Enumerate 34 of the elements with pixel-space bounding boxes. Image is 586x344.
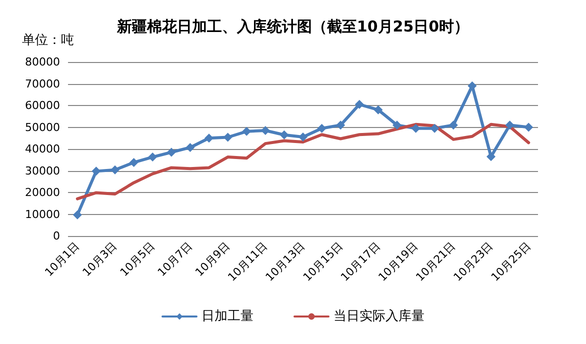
chart-title: 新疆棉花日加工、入库统计图（截至10月25日0时） — [116, 18, 470, 36]
x-tick-label: 10月3日 — [80, 239, 120, 279]
point — [110, 165, 120, 174]
point — [148, 152, 158, 162]
point — [317, 124, 326, 133]
point — [92, 166, 101, 176]
point — [298, 132, 308, 142]
y-tick-label: 10000 — [25, 208, 60, 221]
point — [336, 120, 346, 130]
point — [430, 124, 440, 133]
y-axis-title: 单位：吨 — [22, 33, 74, 48]
y-tick-label: 40000 — [25, 142, 60, 156]
point — [72, 210, 82, 220]
point — [505, 120, 514, 130]
point — [354, 100, 364, 109]
point — [392, 120, 402, 130]
y-tick-label: 70000 — [25, 77, 60, 90]
point — [186, 142, 195, 152]
point — [166, 148, 176, 157]
point — [486, 152, 496, 162]
point — [280, 130, 289, 140]
point — [129, 158, 138, 167]
legend-label: 日加工量 — [202, 309, 254, 324]
point — [448, 120, 458, 130]
y-tick-label: 50000 — [25, 120, 60, 134]
y-tick-label: 20000 — [25, 186, 60, 199]
x-tick-label: 10月5日 — [118, 239, 158, 279]
y-tick-label: 80000 — [25, 56, 60, 68]
y-tick-label: 30000 — [25, 164, 60, 178]
legend-label: 当日实际入库量 — [334, 309, 424, 324]
point — [374, 105, 383, 114]
point — [524, 122, 534, 132]
x-tick-label: 10月7日 — [155, 239, 195, 279]
y-tick-label: 60000 — [25, 99, 60, 112]
